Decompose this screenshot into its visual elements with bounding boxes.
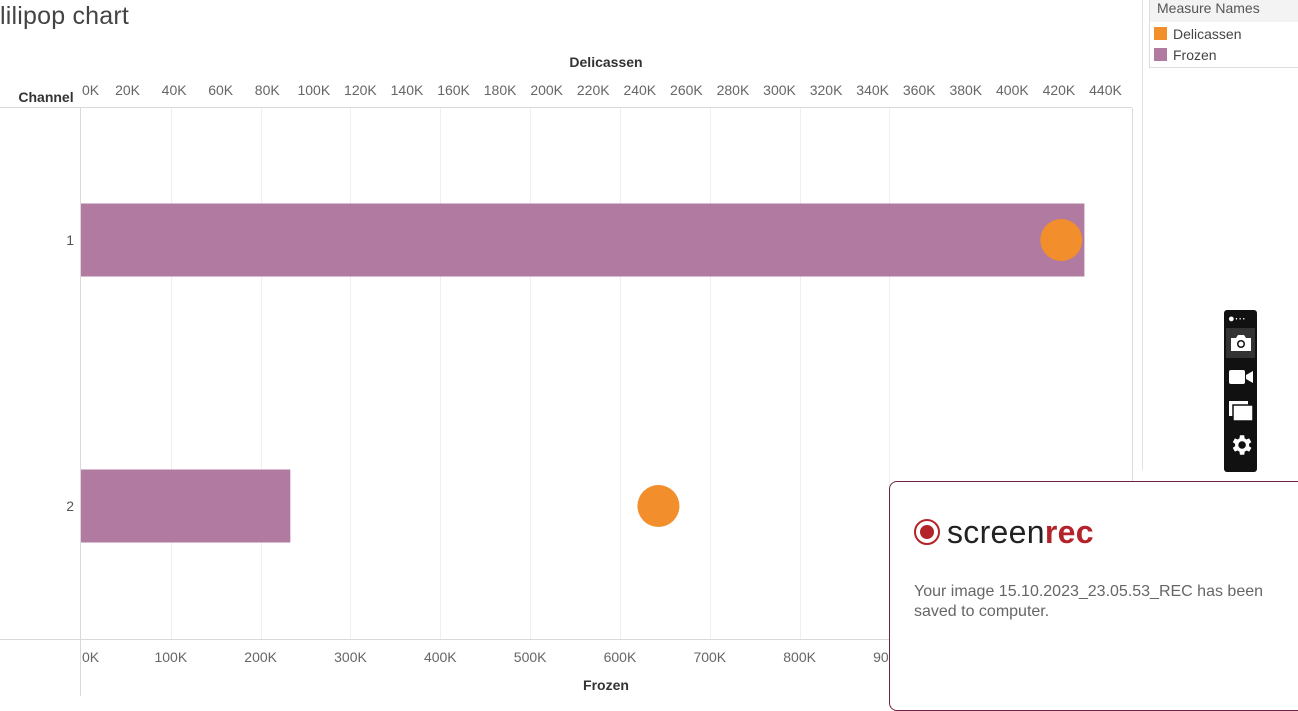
- side-divider: [1142, 0, 1143, 470]
- record-icon: [914, 519, 940, 546]
- logo-screen-text: screen: [947, 514, 1045, 550]
- bottom-tick-label: 700K: [693, 649, 726, 665]
- logo-rec-text: rec: [1044, 514, 1094, 550]
- delicassen-point[interactable]: [1040, 219, 1083, 261]
- camera-icon[interactable]: [1226, 328, 1255, 358]
- top-tick-label: 0K: [82, 82, 100, 98]
- top-tick-label: 60K: [208, 82, 234, 98]
- screenrec-notification[interactable]: screenrec Your image 15.10.2023_23.05.53…: [889, 481, 1298, 711]
- legend-swatch-delicassen: [1154, 27, 1167, 41]
- top-tick-label: 420K: [1043, 82, 1076, 98]
- capture-toolbar: ●⋯: [1224, 310, 1257, 472]
- bottom-tick-label: 200K: [244, 649, 277, 665]
- row-labels: 12: [66, 232, 74, 514]
- delicassen-point[interactable]: [637, 485, 680, 527]
- frozen-bars: [81, 203, 1085, 543]
- legend-label-frozen: Frozen: [1173, 47, 1217, 63]
- top-tick-label: 140K: [391, 82, 424, 98]
- top-tick-label: 40K: [162, 82, 188, 98]
- bottom-tick-label: 400K: [424, 649, 457, 665]
- legend-title: Measure Names: [1150, 0, 1298, 22]
- top-tick-label: 100K: [297, 82, 330, 98]
- top-tick-label: 360K: [903, 82, 936, 98]
- top-tick-label: 200K: [530, 82, 563, 98]
- notification-message: Your image 15.10.2023_23.05.53_REC has b…: [914, 583, 1264, 620]
- top-tick-label: 400K: [996, 82, 1029, 98]
- bottom-tick-label: 800K: [783, 649, 816, 665]
- top-tick-label: 440K: [1089, 82, 1122, 98]
- top-tick-label: 20K: [115, 82, 141, 98]
- top-tick-label: 180K: [484, 82, 517, 98]
- grid-lines: [171, 108, 890, 639]
- page-title: lilipop chart: [0, 2, 130, 30]
- channel-row-label: 2: [66, 498, 74, 514]
- delicassen-circles: [637, 219, 1083, 527]
- bottom-tick-label: 0K: [82, 649, 100, 665]
- bottom-tick-label: 500K: [514, 649, 547, 665]
- video-icon[interactable]: [1226, 362, 1255, 392]
- top-axis-title: Delicassen: [569, 54, 642, 70]
- top-tick-label: 340K: [856, 82, 889, 98]
- windows-icon[interactable]: [1226, 396, 1255, 426]
- legend: Measure Names Delicassen Frozen: [1149, 0, 1298, 68]
- top-tick-label: 380K: [949, 82, 982, 98]
- bottom-axis-ticks: 0K100K200K300K400K500K600K700K800K900K: [82, 649, 906, 665]
- chart: 0K 20K 40K 60K 80K 100K 120K 140K 160K 180K 200K 22…: [0, 54, 1133, 696]
- row-axis-title: Channel: [18, 89, 73, 105]
- legend-swatch-frozen: [1154, 48, 1167, 62]
- bottom-axis-title: Frozen: [583, 677, 629, 693]
- bottom-tick-label: 300K: [334, 649, 367, 665]
- legend-item-delicassen[interactable]: Delicassen: [1154, 25, 1241, 43]
- top-tick-label: 320K: [810, 82, 843, 98]
- bottom-tick-label: 100K: [154, 649, 187, 665]
- legend-item-frozen[interactable]: Frozen: [1154, 46, 1217, 64]
- top-tick-label: 260K: [670, 82, 703, 98]
- gear-icon[interactable]: [1226, 430, 1255, 460]
- top-tick-label: 80K: [255, 82, 281, 98]
- channel-row-label: 1: [66, 232, 74, 248]
- legend-label-delicassen: Delicassen: [1173, 26, 1242, 42]
- top-tick-label: 220K: [577, 82, 610, 98]
- top-tick-label: 160K: [437, 82, 470, 98]
- frozen-bar[interactable]: [81, 203, 1085, 277]
- top-tick-label: 120K: [344, 82, 377, 98]
- top-tick-label: 240K: [623, 82, 656, 98]
- screenrec-logo: screenrec: [914, 512, 1094, 552]
- top-axis-ticks: 0K 20K 40K 60K 80K 100K 120K 140K 160K 180K 200K 22…: [82, 82, 1123, 98]
- top-tick-label: 300K: [763, 82, 796, 98]
- bottom-tick-label: 600K: [604, 649, 637, 665]
- top-tick-label: 280K: [717, 82, 750, 98]
- toolbar-menu-icon[interactable]: ●⋯: [1228, 313, 1246, 325]
- frozen-bar[interactable]: [81, 469, 291, 543]
